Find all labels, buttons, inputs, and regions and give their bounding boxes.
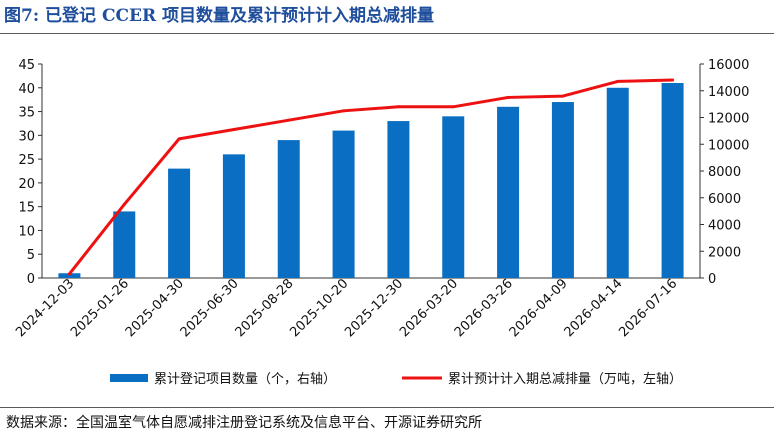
legend: 累计登记项目数量（个，右轴） 累计预计计入期总减排量（万吨，左轴） [110,372,682,387]
left-tick-label: 25 [18,153,35,168]
source-divider [0,407,774,408]
left-tick-label: 15 [18,201,35,216]
bar [277,140,300,278]
x-tick-labels: 2024-12-032025-01-262025-04-302025-06-30… [13,276,680,340]
bar [606,87,629,279]
bar [661,83,684,278]
line-point [506,95,510,99]
chart-axes: 0 5 10 15 20 25 30 35 40 45 0 2000 4000 6000 8000 10000… [18,58,749,287]
bar [387,121,410,278]
left-tick-label: 20 [18,177,35,192]
left-tick-label: 35 [18,106,35,121]
bar [58,273,81,278]
left-tick-label: 30 [18,129,35,144]
left-tick-label: 45 [18,58,35,73]
right-tick-label: 2000 [708,245,741,260]
x-tick-label: 2025-01-26 [68,276,132,340]
source-note: 数据来源：全国温室气体自愿减排注册登记系统及信息平台、开源证券研究所 [6,415,482,431]
x-tick-label: 2024-12-03 [13,276,77,340]
line-point [561,94,565,98]
legend-line-label: 累计预计计入期总减排量（万吨，左轴） [448,372,682,387]
line-point [616,79,620,83]
left-tick-label: 5 [27,248,35,263]
legend-bar-swatch [110,374,148,382]
line-series [67,78,675,276]
right-tick-label: 0 [708,272,716,287]
x-tick-label: 2026-04-14 [562,276,626,340]
bar [551,102,574,279]
line-point [342,109,346,113]
line-path [68,78,673,275]
right-tick-label: 16000 [708,58,749,73]
bar [113,211,136,278]
right-tick-label: 14000 [708,85,749,100]
line-point [122,202,126,206]
figure-title: 图7: 已登记 CCER 项目数量及累计预计计入期总减排量 [4,6,435,26]
title-divider [0,33,774,34]
bar [497,106,520,278]
bar [332,130,355,278]
left-tick-label: 40 [18,82,35,97]
right-tick-label: 10000 [708,138,749,153]
line-point [177,137,181,141]
bar-series [58,83,684,279]
right-tick-label: 8000 [708,165,741,180]
right-tick-label: 6000 [708,192,741,207]
x-tick-label: 2026-04-09 [507,276,571,340]
bar [442,116,465,278]
line-point [671,78,675,82]
x-tick-label: 2026-07-16 [616,276,680,340]
line-point [232,128,236,132]
bar [168,168,191,278]
right-tick-label: 4000 [708,219,741,234]
left-tick-label: 10 [18,224,35,239]
line-point [396,105,400,109]
x-tick-label: 2025-12-30 [342,276,406,340]
chart: 0 5 10 15 20 25 30 35 40 45 0 2000 4000 6000 8000 10000… [13,58,749,387]
x-tick-label: 2025-06-30 [178,276,242,340]
line-point [287,118,291,122]
x-tick-label: 2025-08-28 [233,276,297,340]
line-point [67,272,71,276]
right-tick-label: 12000 [708,112,749,127]
left-tick-label: 0 [27,272,35,287]
legend-bar-label: 累计登记项目数量（个，右轴） [154,372,336,387]
bar [222,154,245,278]
x-tick-label: 2026-03-20 [397,276,461,340]
line-point [451,105,455,109]
